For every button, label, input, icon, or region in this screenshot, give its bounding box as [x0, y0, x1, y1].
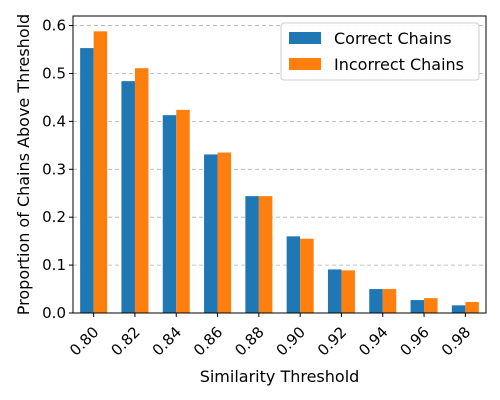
bar-correct: [245, 196, 259, 313]
bar-incorrect: [465, 301, 479, 313]
y-tick-label: 0.5: [42, 64, 66, 82]
bar-incorrect: [93, 31, 108, 313]
bar-correct: [451, 305, 466, 313]
legend-label: Correct Chains: [334, 29, 452, 48]
bar-incorrect: [134, 68, 149, 314]
bar-correct: [204, 154, 218, 313]
x-tick-label: 0.82: [107, 323, 143, 359]
bar-incorrect: [258, 196, 273, 313]
y-tick-label: 0.1: [42, 256, 66, 274]
y-axis-title: Proportion of Chains Above Threshold: [14, 14, 33, 315]
legend-swatch: [289, 58, 321, 70]
x-tick-label: 0.84: [149, 323, 185, 359]
bar-correct: [410, 300, 425, 313]
x-tick-label: 0.88: [231, 323, 267, 359]
bar-correct: [80, 48, 94, 314]
x-axis-title: Similarity Threshold: [200, 367, 360, 386]
bar-correct: [162, 115, 177, 314]
bar-incorrect: [341, 270, 355, 313]
bar-incorrect: [217, 152, 232, 313]
x-tick-label: 0.80: [66, 323, 102, 359]
x-tick-label: 0.94: [355, 323, 391, 359]
legend-label: Incorrect Chains: [334, 55, 464, 74]
bar-incorrect: [424, 298, 438, 313]
bar-incorrect: [382, 289, 397, 313]
x-tick-label: 0.92: [314, 323, 350, 359]
y-tick-label: 0.0: [42, 304, 66, 322]
y-tick-label: 0.4: [42, 112, 66, 130]
bar-incorrect: [176, 109, 190, 313]
bar-correct: [327, 269, 342, 313]
x-tick-label: 0.90: [273, 323, 309, 359]
x-tick-label: 0.96: [397, 323, 433, 359]
bar-incorrect: [300, 238, 314, 313]
bar-correct: [369, 289, 383, 313]
y-tick-label: 0.6: [42, 17, 66, 35]
bars: [80, 31, 479, 314]
x-tick-label: 0.98: [438, 323, 474, 359]
bar-correct: [286, 236, 301, 313]
axes: [69, 15, 487, 317]
plot-frame: [72, 15, 487, 314]
bar-correct: [121, 81, 135, 314]
legend-swatch: [289, 32, 321, 44]
legend: Correct Chains Incorrect Chains: [280, 22, 480, 81]
y-tick-label: 0.3: [42, 160, 66, 178]
legend-box: [280, 22, 480, 81]
x-tick-label: 0.86: [190, 323, 226, 359]
y-tick-label: 0.2: [42, 208, 66, 226]
